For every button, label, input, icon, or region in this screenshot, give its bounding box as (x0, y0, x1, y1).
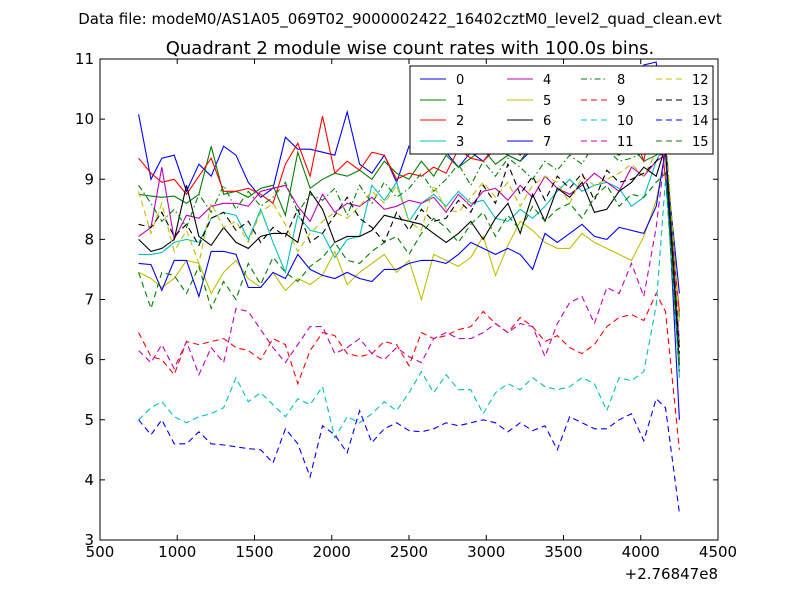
series-line-8 (138, 129, 680, 348)
series-lines (138, 61, 680, 513)
series-line-7 (138, 149, 680, 420)
y-tick-label: 11 (75, 50, 94, 68)
legend-label-14: 14 (692, 114, 709, 129)
plot-area (138, 61, 680, 513)
axes: 500 1000 1500 2000 2500 3000 3500 4000 4500 3 4 5 6 7… (75, 50, 737, 561)
series-line-10 (138, 179, 680, 440)
series-line-12 (138, 130, 680, 324)
series-line-15 (138, 171, 680, 372)
y-tick-label: 8 (84, 230, 94, 248)
y-tick-label: 4 (84, 471, 94, 489)
series-line-4 (138, 154, 680, 348)
x-tick-label: 1000 (158, 543, 196, 561)
series-line-14 (138, 397, 680, 513)
y-tick-label: 3 (84, 531, 94, 549)
legend-label-5: 5 (543, 94, 551, 109)
legend-label-12: 12 (692, 73, 709, 88)
y-tick-label: 10 (75, 110, 94, 128)
x-offset-label: +2.76847e8 (625, 565, 718, 583)
legend-label-4: 4 (543, 73, 551, 88)
legend-label-10: 10 (617, 114, 634, 129)
legend-label-15: 15 (692, 135, 709, 150)
legend-label-2: 2 (456, 114, 464, 129)
legend-label-3: 3 (456, 135, 464, 150)
x-tick-label: 1500 (235, 543, 273, 561)
y-tick-label: 9 (84, 170, 94, 188)
y-tick-label: 6 (84, 351, 94, 369)
legend-label-8: 8 (617, 73, 625, 88)
legend-label-11: 11 (617, 135, 634, 150)
y-tick-label: 7 (84, 291, 94, 309)
supertitle: Data file: modeM0/AS1A05_069T02_90000024… (78, 10, 722, 29)
series-line-13 (138, 147, 680, 354)
legend-label-7: 7 (543, 135, 551, 150)
x-tick-label: 4000 (622, 543, 660, 561)
x-tick-label: 3500 (544, 543, 582, 561)
legend-label-13: 13 (692, 94, 709, 109)
chart-title: Quadrant 2 module wise count rates with … (166, 38, 655, 59)
x-tick-label: 2500 (390, 543, 428, 561)
series-line-9 (138, 292, 680, 450)
y-tick-label: 5 (84, 411, 94, 429)
series-line-5 (138, 155, 680, 360)
x-tick-label: 500 (86, 543, 115, 561)
series-line-11 (138, 149, 680, 377)
legend-label-0: 0 (456, 73, 464, 88)
legend-label-1: 1 (456, 94, 464, 109)
legend-label-6: 6 (543, 114, 551, 129)
x-tick-label: 3000 (467, 543, 505, 561)
legend-label-9: 9 (617, 94, 625, 109)
x-tick-label: 2000 (313, 543, 351, 561)
x-tick-label: 4500 (699, 543, 737, 561)
legend-box (409, 65, 714, 155)
